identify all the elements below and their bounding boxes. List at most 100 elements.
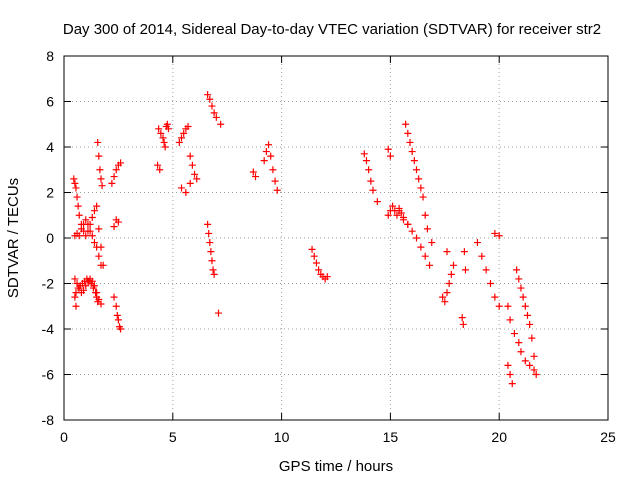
data-point (96, 166, 104, 174)
y-axis-label: SDTVAR / TECUs (5, 178, 22, 298)
data-point (113, 311, 121, 319)
data-point (445, 280, 453, 287)
data-point (450, 261, 458, 269)
data-point (88, 232, 96, 240)
data-point (155, 125, 163, 133)
x-tick-label: 15 (383, 429, 399, 445)
data-point (408, 148, 416, 156)
chart-title: Day 300 of 2014, Sidereal Day-to-day VTE… (63, 21, 601, 38)
data-point (486, 280, 494, 287)
data-point (515, 339, 523, 347)
data-point (508, 380, 516, 388)
x-tick-label: 10 (274, 429, 290, 445)
data-point (365, 166, 373, 174)
x-tick-label: 5 (169, 429, 177, 445)
data-point (93, 202, 101, 210)
data-point (399, 214, 407, 222)
data-point (163, 120, 171, 128)
data-point (97, 300, 105, 308)
data-point (182, 189, 190, 196)
data-point (110, 173, 118, 181)
data-point (526, 320, 534, 328)
data-point (204, 91, 212, 99)
data-point (421, 252, 429, 260)
data-point (164, 125, 172, 133)
data-point (408, 227, 416, 235)
data-point (506, 316, 514, 324)
data-point (389, 202, 397, 210)
data-point (95, 295, 103, 303)
data-point (267, 152, 275, 160)
data-point (362, 157, 370, 165)
data-point (186, 179, 194, 187)
data-point (117, 325, 125, 333)
data-point (519, 293, 527, 301)
y-tick-label: -4 (42, 321, 55, 337)
data-point (323, 273, 331, 281)
data-point (260, 157, 268, 165)
data-point (515, 275, 523, 283)
data-point (74, 202, 82, 210)
data-point (93, 289, 101, 297)
data-point (269, 166, 277, 174)
data-point (175, 138, 183, 146)
data-point (532, 371, 540, 378)
data-point (114, 218, 122, 226)
data-point (384, 145, 392, 153)
data-point (491, 229, 499, 237)
data-point (72, 302, 80, 310)
data-point (384, 211, 392, 219)
data-point (413, 234, 421, 242)
data-point (523, 311, 531, 319)
data-point (402, 120, 410, 128)
data-point (82, 282, 90, 290)
data-point (114, 316, 122, 324)
data-point (73, 280, 81, 287)
data-point (447, 270, 455, 278)
data-point (206, 95, 214, 103)
data-point (315, 266, 323, 274)
x-tick-label: 25 (600, 429, 616, 445)
data-point (262, 148, 270, 156)
data-point (97, 261, 105, 269)
data-point (212, 113, 220, 121)
data-point (117, 159, 125, 167)
data-point (406, 138, 414, 146)
data-point (458, 314, 466, 322)
data-point (84, 220, 92, 228)
data-point (184, 123, 192, 131)
data-point (526, 361, 534, 369)
data-point (393, 211, 401, 219)
x-tick-label: 0 (60, 429, 68, 445)
data-point (504, 302, 512, 310)
data-point (417, 243, 425, 251)
data-point (188, 161, 196, 169)
data-point (428, 239, 436, 247)
data-point (265, 141, 273, 149)
data-point (206, 239, 214, 247)
data-point (208, 257, 216, 265)
data-point (530, 366, 538, 374)
data-point (510, 330, 518, 338)
data-point (395, 207, 403, 215)
data-point (210, 270, 218, 278)
data-point (517, 284, 525, 292)
y-tick-label: 0 (46, 230, 54, 246)
data-point (214, 309, 222, 317)
data-point (415, 175, 423, 183)
y-tick-label: 4 (46, 139, 54, 155)
data-point (404, 129, 412, 137)
data-point (249, 168, 257, 176)
data-point (360, 150, 368, 158)
data-point (154, 161, 162, 169)
data-point (521, 357, 529, 365)
data-point (90, 239, 98, 247)
data-point (308, 245, 316, 253)
data-point (251, 173, 259, 181)
data-point (207, 248, 215, 256)
data-point (495, 232, 503, 240)
data-point (75, 211, 83, 219)
data-point (77, 225, 85, 233)
data-point (205, 229, 213, 237)
